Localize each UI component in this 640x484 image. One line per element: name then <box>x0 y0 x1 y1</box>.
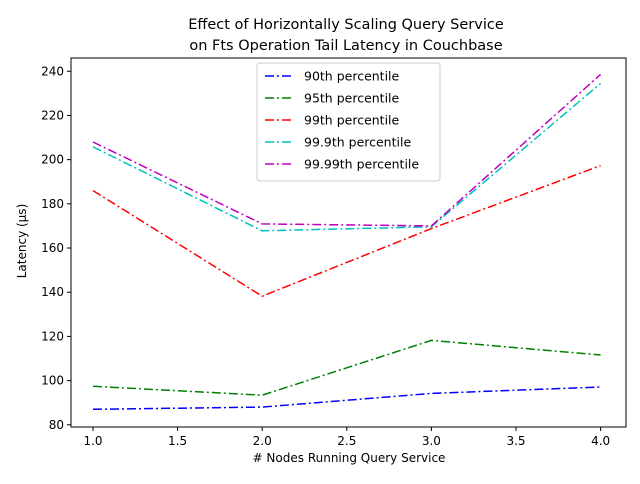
legend: 90th percentile 95th percentile 99th perce… <box>257 63 440 181</box>
chart-title-line2: on Fts Operation Tail Latency in Couchba… <box>189 38 502 54</box>
legend-entry-label: 90th percentile <box>304 69 400 84</box>
legend-entry-label: 99.99th percentile <box>304 157 419 172</box>
y-tick-label: 200 <box>41 153 64 167</box>
x-tick-label: 2.5 <box>337 434 356 448</box>
x-axis-label: # Nodes Running Query Service <box>253 451 446 465</box>
chart-title-line1: Effect of Horizontally Scaling Query Ser… <box>188 17 504 33</box>
legend-entry-label: 99th percentile <box>304 113 400 128</box>
y-tick-label: 100 <box>41 374 64 388</box>
y-tick-label: 160 <box>41 241 64 255</box>
y-tick-label: 120 <box>41 329 64 343</box>
y-tick-label: 240 <box>41 64 64 78</box>
y-tick-label: 180 <box>41 197 64 211</box>
x-tick-label: 3.5 <box>506 434 525 448</box>
legend-entry-label: 95th percentile <box>304 91 400 106</box>
y-tick-label: 140 <box>41 285 64 299</box>
y-axis-label: Latency (µs) <box>15 204 29 279</box>
x-tick-label: 1.0 <box>83 434 102 448</box>
x-tick-label: 1.5 <box>168 434 187 448</box>
x-tick-label: 3.0 <box>422 434 441 448</box>
y-tick-label: 220 <box>41 108 64 122</box>
legend-entry-label: 99.9th percentile <box>304 135 411 150</box>
y-tick-label: 80 <box>49 418 64 432</box>
x-tick-label: 4.0 <box>591 434 610 448</box>
x-tick-label: 2.0 <box>253 434 272 448</box>
